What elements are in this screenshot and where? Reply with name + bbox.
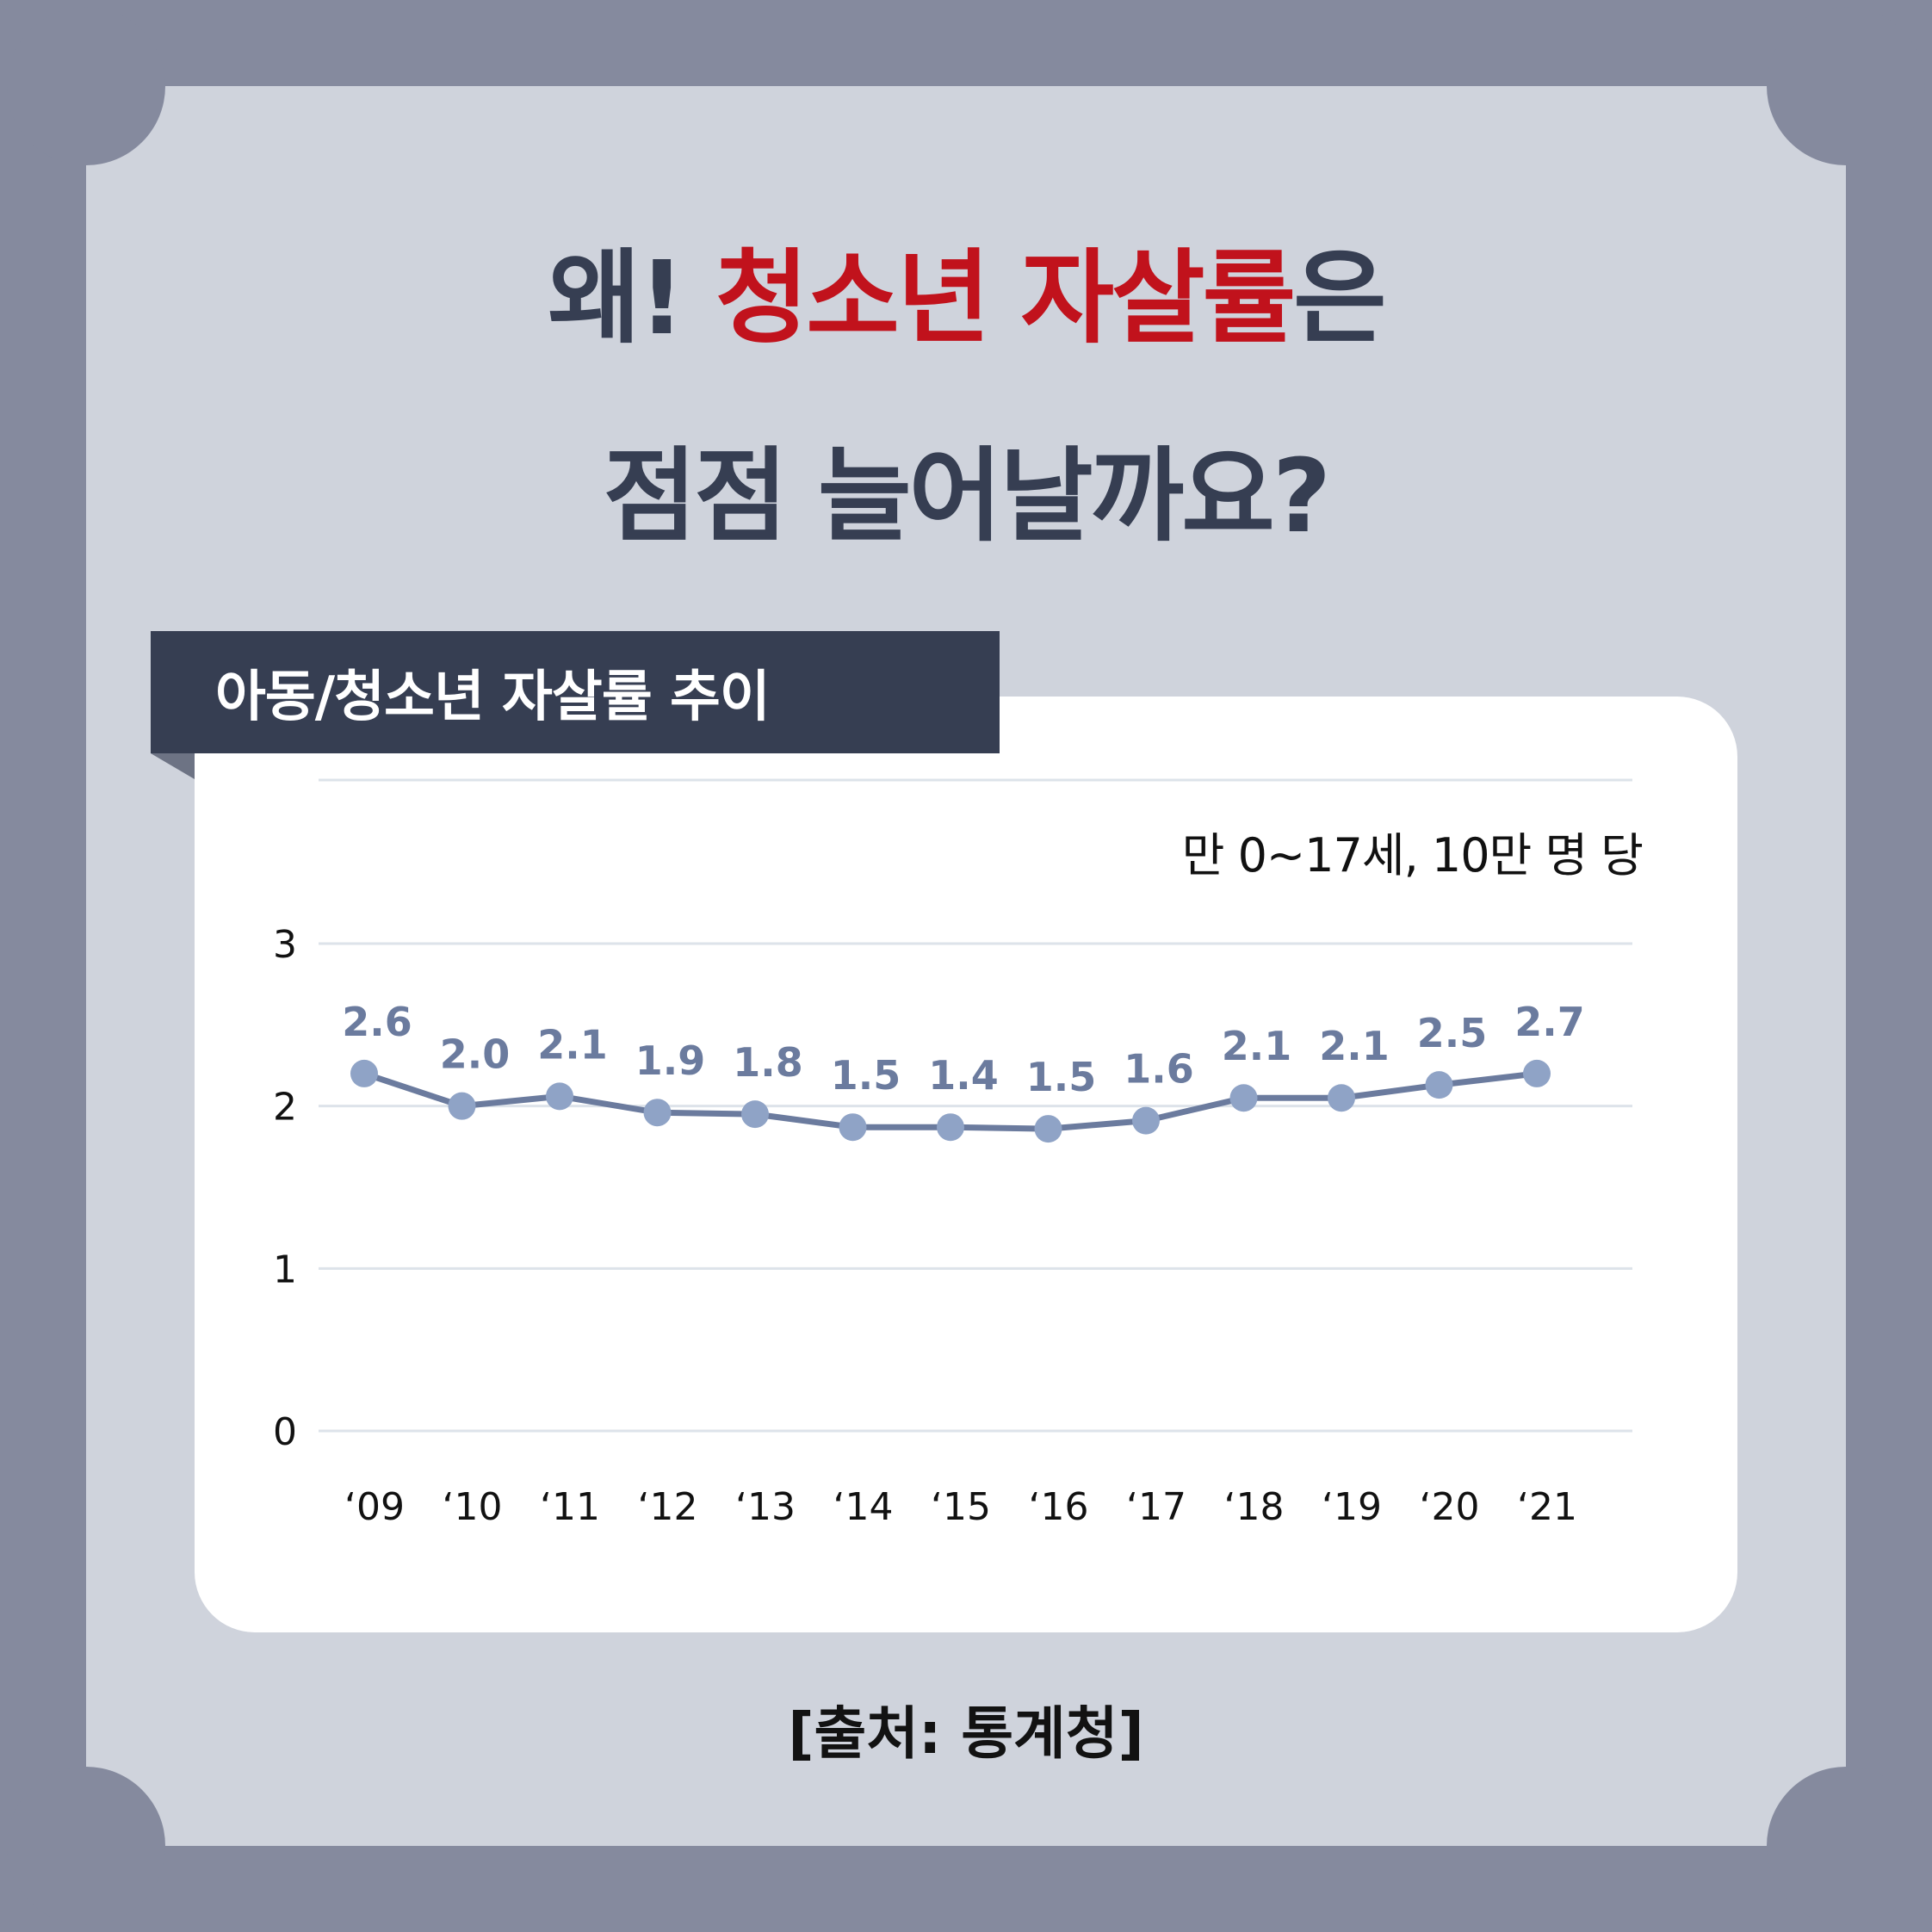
data-point: [350, 1059, 378, 1087]
data-point: [1425, 1071, 1453, 1099]
corner-notch-bottom-right: [1767, 1767, 1925, 1925]
x-tick-label: ‘13: [735, 1485, 796, 1529]
data-point: [1328, 1084, 1355, 1112]
x-tick-label: ‘15: [931, 1485, 991, 1529]
chart-tag-fold: [151, 753, 195, 779]
chart-card: [195, 697, 1737, 1632]
y-tick-label: 0: [273, 1410, 297, 1454]
source-note: [출처: 통계청]: [788, 1700, 1144, 1767]
data-label: 1.5: [1026, 1054, 1097, 1100]
data-label: 2.1: [1222, 1023, 1292, 1069]
background-frame: 왜! 청소년 자살률은 점점 늘어날까요? 아동/청소년 자살률 추이 만 0~…: [7, 7, 1925, 1925]
data-label: 2.5: [1417, 1010, 1488, 1056]
data-point: [546, 1082, 573, 1111]
x-tick-label: ‘21: [1517, 1485, 1577, 1529]
data-label: 1.6: [1124, 1046, 1194, 1093]
data-point: [1229, 1084, 1258, 1112]
y-tick-label: 2: [273, 1086, 297, 1130]
headline-line-2: 점점 늘어날까요?: [603, 437, 1331, 555]
x-tick-label: ‘17: [1126, 1485, 1186, 1529]
data-label: 1.8: [733, 1039, 803, 1086]
headline-line-1: 왜! 청소년 자살률은: [86, 215, 1846, 362]
data-label: 1.4: [928, 1052, 999, 1099]
chart-tag-label: 아동/청소년 자살률 추이: [215, 666, 771, 729]
x-tick-label: ‘16: [1029, 1485, 1089, 1529]
headline-suffix: 은: [1293, 238, 1387, 357]
y-tick-label: 1: [273, 1248, 297, 1291]
data-point: [1132, 1106, 1160, 1135]
data-label: 2.1: [1319, 1023, 1390, 1069]
x-tick-label: ‘11: [540, 1485, 600, 1529]
headline-highlight: 청소년 자살률: [715, 238, 1296, 357]
data-point: [1523, 1059, 1551, 1087]
x-tick-label: ‘20: [1420, 1485, 1480, 1529]
corner-notch-top-left: [7, 7, 165, 165]
x-tick-label: ‘19: [1322, 1485, 1382, 1529]
x-tick-label: ‘12: [638, 1485, 698, 1529]
y-tick-label: 3: [273, 923, 297, 967]
data-point: [839, 1113, 867, 1142]
corner-notch-bottom-left: [7, 1767, 165, 1925]
headline-prefix: 왜!: [548, 238, 684, 357]
unit-note: 만 0~17세, 10만 명 당: [1182, 828, 1643, 882]
corner-notch-top-right: [1767, 7, 1925, 165]
data-point: [1034, 1115, 1062, 1143]
data-label: 2.6: [342, 999, 412, 1045]
x-tick-label: ‘10: [443, 1485, 503, 1529]
data-label: 2.7: [1514, 999, 1585, 1045]
line-chart: 만 0~17세, 10만 명 당 0 1 2 3 ‘09 ‘10 ‘11 ‘12 ‘13 ‘14 ‘1…: [273, 778, 1644, 1529]
chart-tag: 아동/청소년 자살률 추이: [151, 631, 1000, 753]
data-label: 2.0: [440, 1031, 511, 1078]
x-tick-label: ‘14: [833, 1485, 894, 1529]
data-point: [643, 1099, 672, 1127]
data-label: 1.5: [831, 1052, 901, 1099]
x-tick-label: ‘09: [344, 1485, 405, 1529]
data-label: 2.1: [537, 1021, 608, 1068]
data-point: [741, 1100, 769, 1129]
data-point: [448, 1092, 476, 1120]
data-point: [937, 1113, 964, 1142]
data-label: 1.9: [635, 1037, 706, 1084]
x-tick-label: ‘18: [1224, 1485, 1285, 1529]
